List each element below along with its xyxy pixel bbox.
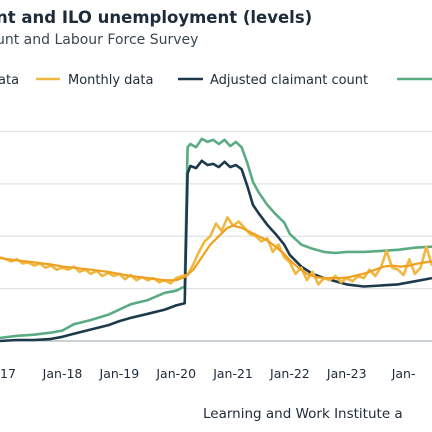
chart-title: nt and ILO unemployment (levels) bbox=[0, 8, 312, 27]
x-tick-label: Jan-19 bbox=[99, 366, 140, 381]
legend-label-adjusted-claimant-count: Adjusted claimant count bbox=[210, 73, 368, 88]
series-layer bbox=[0, 137, 432, 343]
x-tick-label: Jan-20 bbox=[155, 366, 196, 381]
x-axis-ticks: 17 Jan-18 Jan-19 Jan-20 Jan-21 Jan-22 Jan-23 Ja… bbox=[0, 366, 415, 381]
x-tick-label: Jan- bbox=[391, 366, 416, 381]
x-tick-label: 17 bbox=[0, 366, 16, 381]
x-tick-label: Jan-18 bbox=[42, 366, 83, 381]
series-line-0 bbox=[0, 137, 432, 340]
series-line-3 bbox=[0, 224, 432, 282]
x-tick-label: Jan-22 bbox=[269, 366, 310, 381]
chart-subtitle: unt and Labour Force Survey bbox=[0, 32, 198, 48]
legend-label-ata: ata bbox=[0, 73, 19, 88]
x-tick-label: Jan-23 bbox=[326, 366, 367, 381]
x-tick-label: Jan-21 bbox=[212, 366, 253, 381]
gridlines bbox=[0, 130, 432, 290]
legend-label-monthly-data: Monthly data bbox=[68, 73, 153, 88]
source-note: Learning and Work Institute a bbox=[203, 406, 403, 422]
legend: ata Monthly data Adjusted claimant count bbox=[0, 73, 432, 88]
